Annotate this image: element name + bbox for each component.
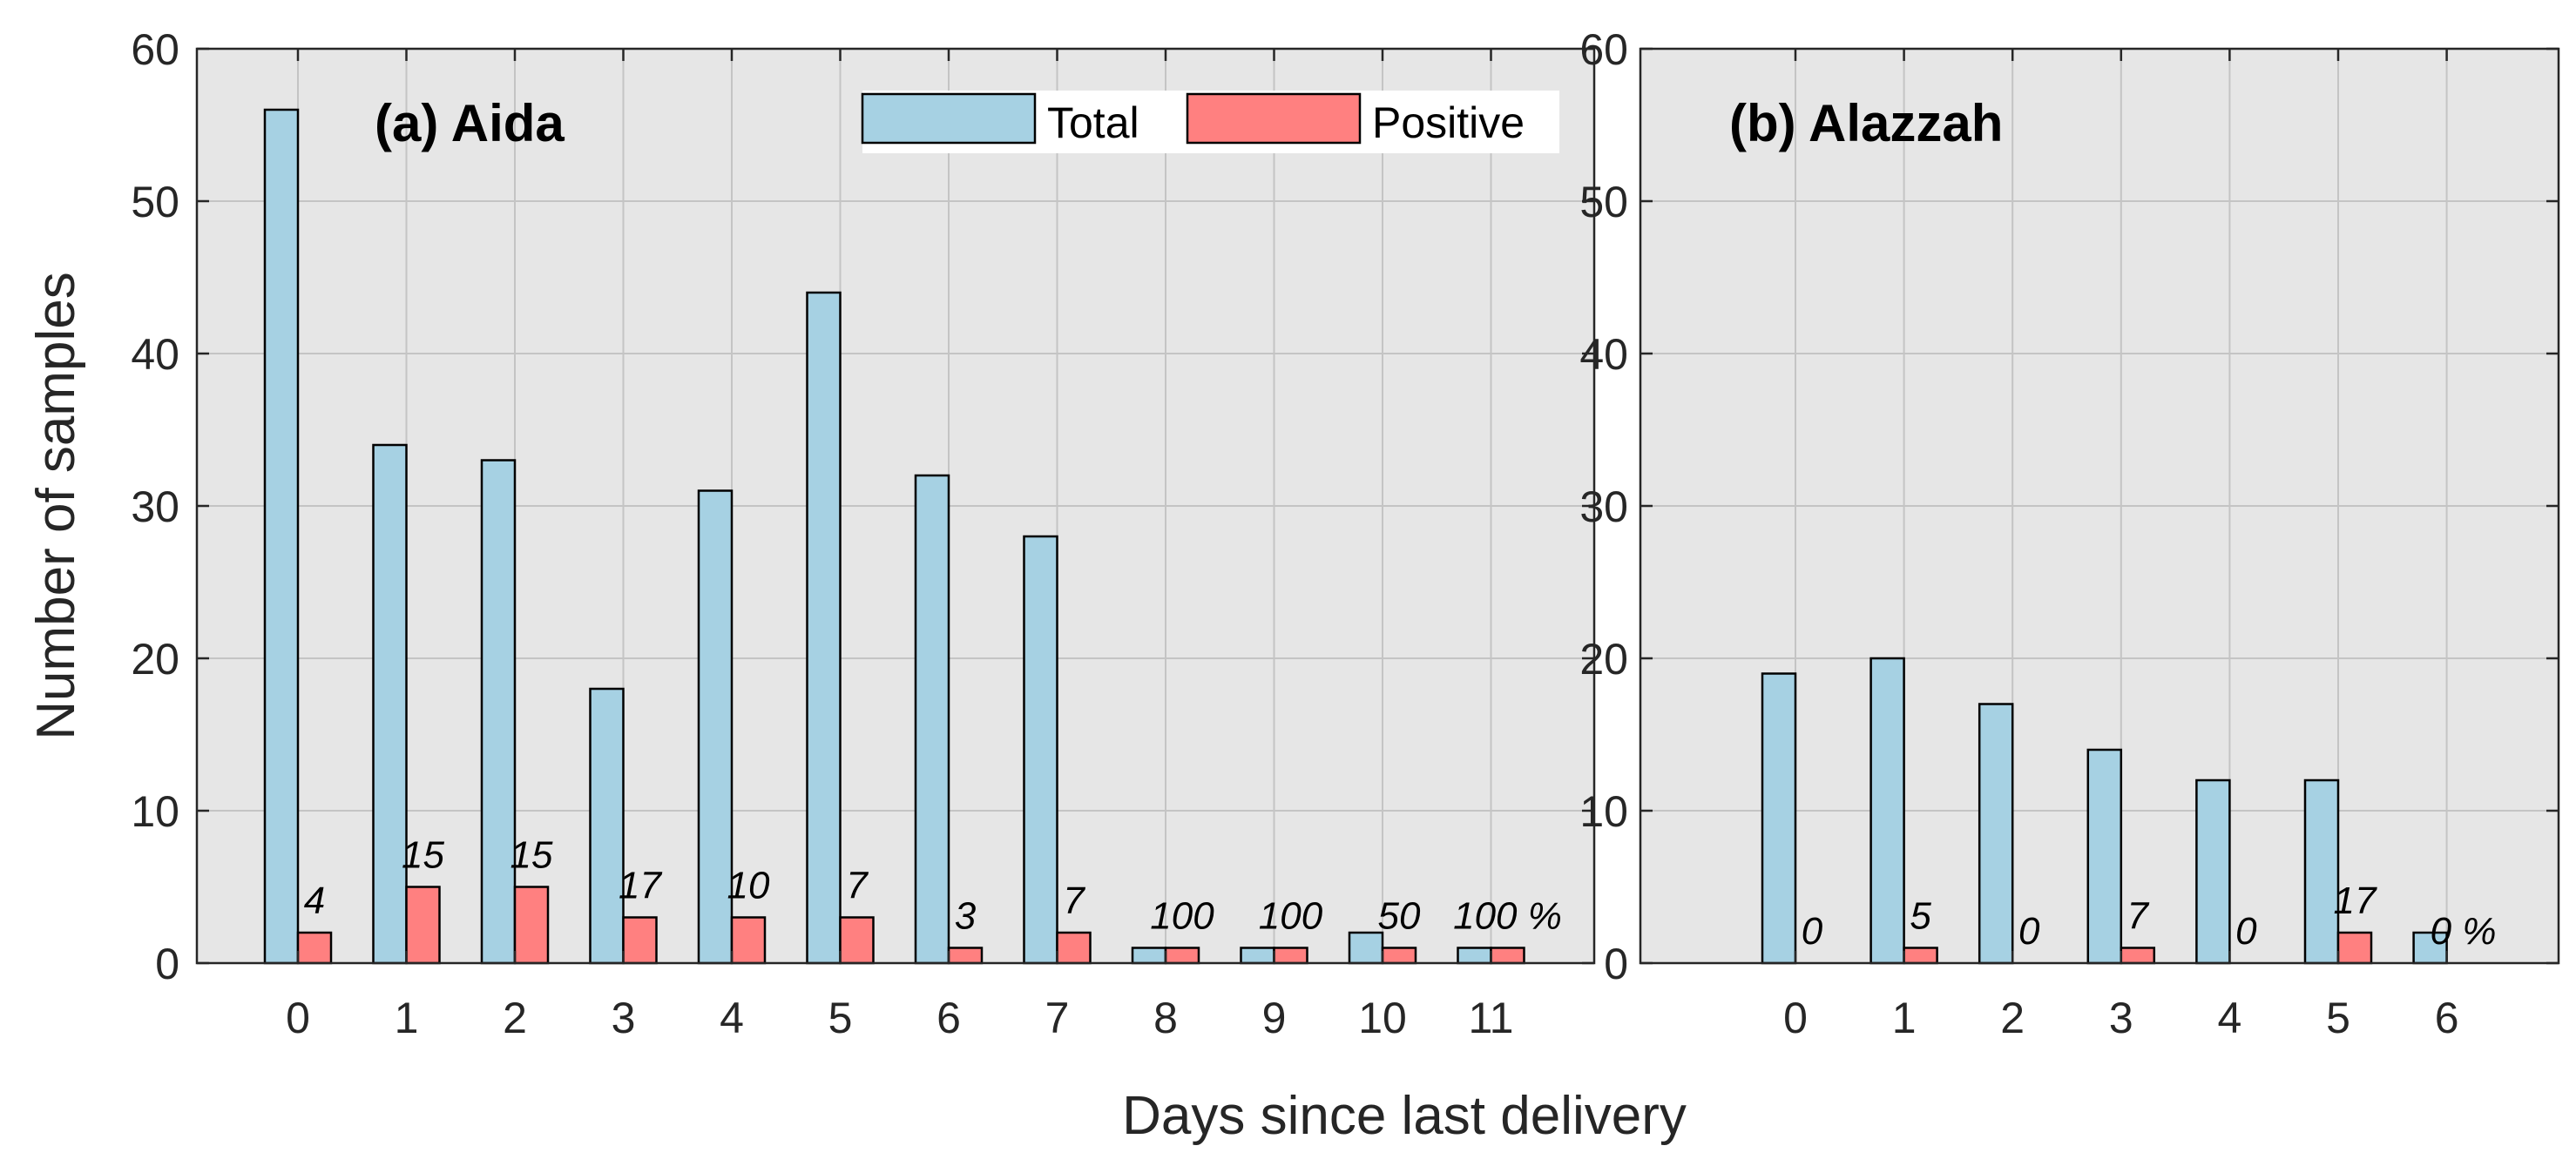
bar-positive-1 [1903,947,1938,965]
y-tick-label: 30 [131,482,179,531]
y-tick-label: 0 [155,940,179,988]
percent-label: 7 [2127,895,2150,938]
bar-positive-0 [296,931,333,965]
bar-positive-11 [1490,947,1525,965]
bar-total-3 [589,687,625,965]
bar-positive-4 [730,916,767,965]
bar-total-11 [1457,947,1492,965]
y-tick-label: 60 [1579,25,1628,74]
x-tick-label: 11 [1469,994,1514,1042]
bar-positive-10 [1381,947,1417,965]
x-tick-label: 1 [1892,994,1917,1042]
x-axis-title: Days since last delivery [1122,1086,1687,1146]
percent-label: 15 [402,834,444,877]
bar-positive-7 [1056,931,1092,965]
bar-total-3 [2086,748,2123,965]
bar-total-2 [480,459,517,965]
y-tick-label: 30 [1579,482,1628,531]
x-tick-label: 7 [1045,994,1070,1042]
bar-positive-5 [2336,931,2373,965]
x-tick-label: 9 [1262,994,1287,1042]
percent-label: 0 % [2431,910,2497,953]
y-axis-title: Number of samples [26,272,86,740]
x-tick-label: 10 [1358,994,1407,1042]
bar-positive-1 [405,886,441,965]
panel-a-bars [263,108,1525,965]
y-tick-label: 20 [1579,635,1628,684]
bar-positive-6 [947,947,984,965]
bar-positive-3 [622,916,658,965]
bar-total-4 [697,489,734,965]
percent-label: 7 [1063,880,1085,922]
y-tick-label: 50 [1579,178,1628,226]
y-tick-label: 10 [131,787,179,836]
percent-label: 100 [1150,895,1214,938]
x-tick-label: 5 [828,994,853,1042]
x-tick-label: 5 [2326,994,2350,1042]
percent-label: 100 % [1453,895,1562,938]
y-tick-label: 50 [131,178,179,226]
percent-label: 0 [2018,910,2040,953]
panel-b-title: (b) Alazzah [1729,94,2003,152]
x-tick-label: 8 [1153,994,1178,1042]
bar-total-8 [1131,947,1167,965]
x-tick-label: 3 [2109,994,2133,1042]
bar-total-0 [263,108,300,965]
x-tick-label: 6 [2435,994,2459,1042]
y-tick-label: 40 [131,330,179,379]
percent-label: 100 [1259,895,1323,938]
percent-label: 0 [2235,910,2257,953]
x-tick-label: 2 [503,994,527,1042]
percent-label: 17 [619,865,662,907]
x-tick-label: 4 [720,994,744,1042]
y-tick-label: 40 [1579,330,1628,379]
bar-total-7 [1023,535,1058,965]
bar-total-5 [806,291,842,965]
legend-swatch-positive [1186,92,1362,145]
y-tick-label: 0 [1604,940,1628,988]
x-tick-label: 0 [286,994,310,1042]
legend-label-total: Total [1047,98,1139,147]
y-tick-label: 10 [1579,787,1628,836]
bar-positive-2 [513,886,550,965]
bar-total-6 [914,474,950,965]
bar-positive-3 [2120,947,2156,965]
percent-label: 0 [1802,910,1823,953]
bar-positive-8 [1164,947,1200,965]
legend-label-positive: Positive [1372,98,1525,147]
bar-positive-9 [1273,947,1308,965]
x-tick-label: 3 [612,994,636,1042]
percent-label: 50 [1378,895,1421,938]
x-tick-label: 6 [936,994,961,1042]
bar-total-4 [2195,778,2231,965]
bar-positive-5 [839,916,875,965]
percent-label: 3 [955,895,977,938]
bar-total-2 [1978,703,2014,965]
percent-label: 10 [727,865,770,907]
x-tick-label: 4 [2217,994,2241,1042]
y-tick-label: 60 [131,25,179,74]
percent-label: 4 [304,880,325,922]
panel-a-percent-labels: 4 15 15 17 10 7 3 7 100 100 50 100 % [304,834,1562,938]
bar-total-1 [372,443,408,965]
panel-a-ticks: 0 10 20 30 40 50 60 0 1 2 3 4 5 6 7 8 9 10 11 [131,25,1594,1042]
percent-label: 17 [2334,880,2377,922]
legend: Total Positive [861,91,1559,153]
bar-total-1 [1869,657,1905,965]
bar-total-9 [1240,947,1275,965]
x-tick-label: 0 [1783,994,1808,1042]
y-tick-label: 20 [131,635,179,684]
x-tick-label: 1 [395,994,419,1042]
x-tick-label: 2 [2000,994,2025,1042]
bar-total-0 [1761,672,1797,965]
panel-a-title: (a) Aida [375,94,565,152]
panel-b-percent-labels: 0 5 0 7 0 17 0 % [1802,880,2497,953]
percent-label: 7 [846,865,869,907]
percent-label: 5 [1910,895,1931,938]
percent-label: 15 [510,834,553,877]
bar-total-5 [2303,778,2340,965]
legend-swatch-total [861,92,1037,145]
